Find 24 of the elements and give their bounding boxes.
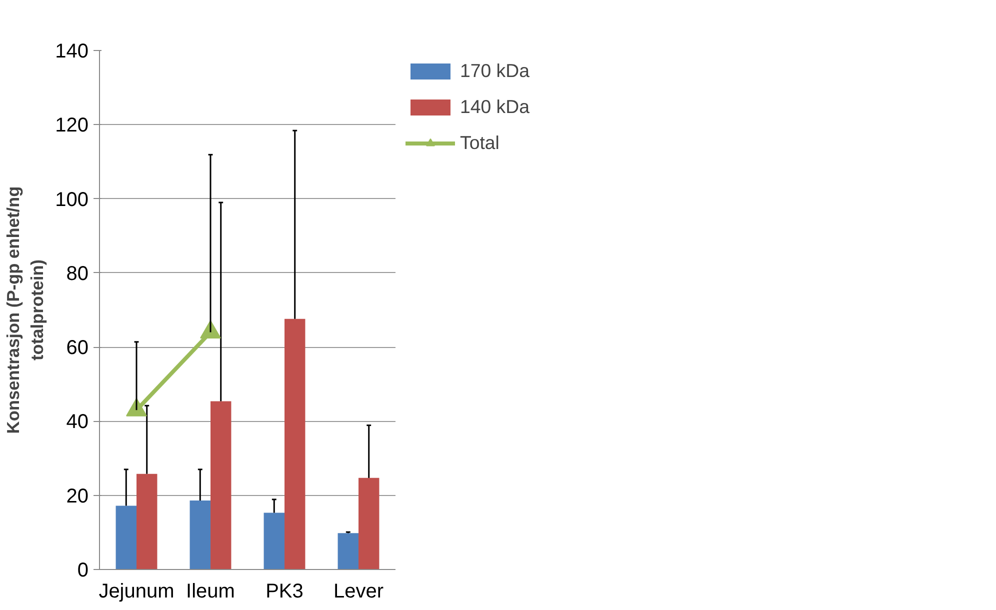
x-tick-label: Lever [333, 580, 384, 602]
bar [190, 500, 210, 570]
bar [264, 512, 284, 570]
x-tick-label: PK3 [266, 580, 304, 602]
bar [358, 478, 380, 570]
y-tick-label: 20 [66, 485, 89, 508]
legend-label: 140 kDa [460, 96, 530, 118]
y-axis-title: Konsentrasjon (P-gp enhet/ng totalprotein) [3, 186, 48, 434]
x-tick-label: Jejunum [98, 580, 174, 602]
bar [210, 401, 232, 570]
bar [136, 474, 158, 570]
bar [116, 506, 136, 570]
bar [338, 533, 358, 570]
bar [284, 318, 306, 570]
y-tick-label: 0 [77, 560, 88, 582]
y-tick-label: 140 [55, 40, 89, 62]
x-tick-label: Ileum [186, 580, 235, 602]
legend-label: Total [460, 132, 500, 154]
y-tick-label: 100 [55, 188, 89, 211]
y-tick-label: 60 [66, 337, 89, 360]
legend-label: 170 kDa [460, 60, 530, 82]
y-tick-label: 120 [55, 114, 89, 137]
y-tick-label: 80 [66, 262, 89, 285]
y-tick-label: 40 [66, 411, 89, 434]
